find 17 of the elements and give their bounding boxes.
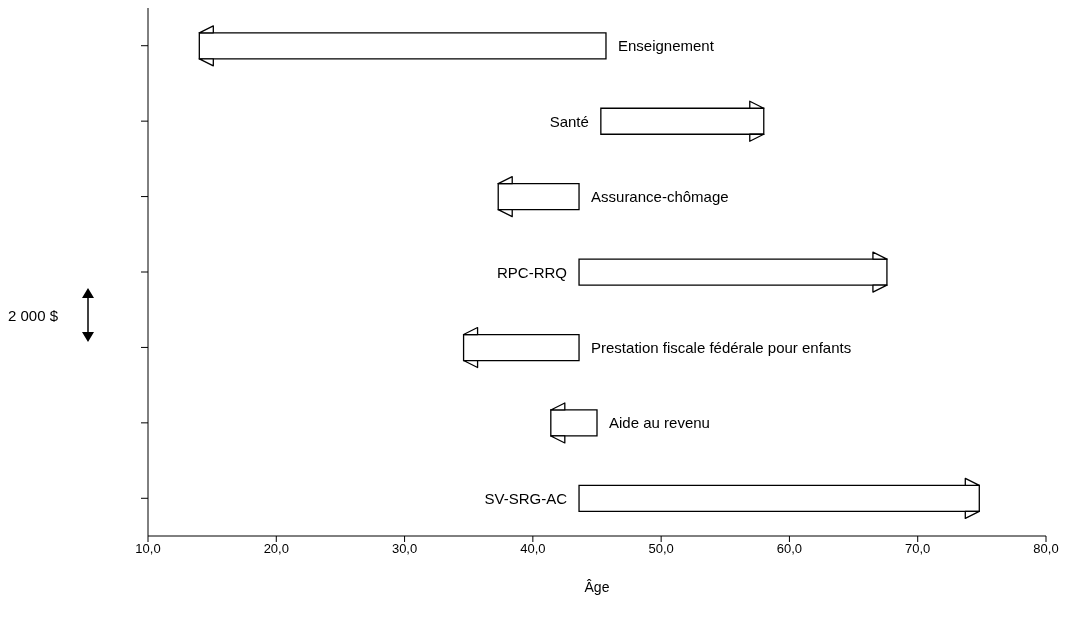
x-tick-label: 40,0 [520, 541, 546, 557]
y-tick-label: Santé [549, 112, 589, 130]
y-tick-label: Prestation fiscale fédérale pour enfants [591, 339, 852, 357]
y-tick-label: RPC-RRQ [497, 263, 568, 281]
x-tick-label: 10,0 [135, 541, 161, 557]
text: 2 000 $ [8, 306, 59, 324]
x-tick-label: 70,0 [905, 541, 931, 557]
y-tick-label: Aide au revenu [609, 414, 710, 432]
x-tick-label: 50,0 [648, 541, 674, 557]
y-tick-label: Assurance-chômage [591, 188, 729, 206]
y-tick-label: Enseignement [617, 37, 715, 55]
y-tick-label: SV-SRG-AC [484, 489, 568, 507]
x-tick-label: 60,0 [776, 541, 803, 557]
x-tick-label: 30,0 [391, 541, 418, 557]
x-tick-label: 80,0 [1033, 541, 1059, 557]
x-axis-title: Âge [584, 579, 610, 595]
x-tick-label: 20,0 [263, 541, 289, 557]
